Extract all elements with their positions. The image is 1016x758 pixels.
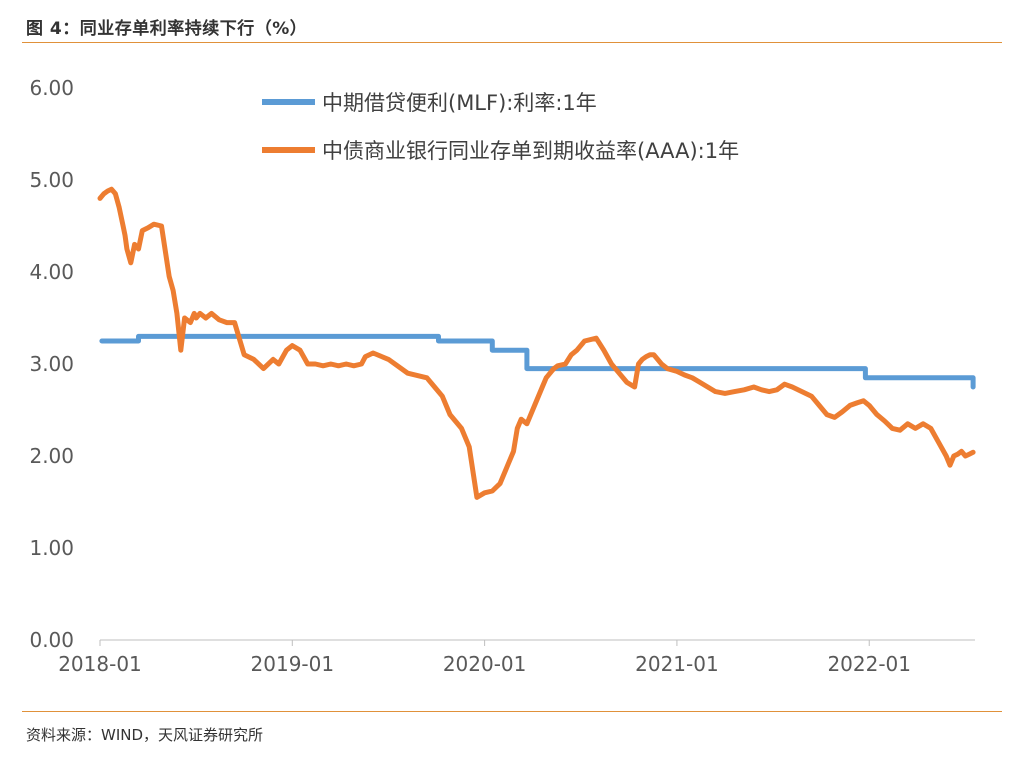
x-tick-label: 2020-01 [443, 652, 527, 676]
y-tick-label: 5.00 [29, 168, 74, 192]
series-line-2 [97, 186, 976, 500]
x-tick-label: 2018-01 [58, 652, 142, 676]
x-tick-label: 2022-01 [827, 652, 911, 676]
chart-series [97, 186, 976, 500]
y-tick-label: 0.00 [29, 628, 74, 652]
legend-label: 中期借贷便利(MLF):利率:1年 [322, 91, 597, 115]
x-tick-label: 2019-01 [251, 652, 335, 676]
y-tick-label: 6.00 [29, 76, 74, 100]
y-tick-label: 2.00 [29, 444, 74, 468]
source-note: 资料来源：WIND，天风证券研究所 [26, 726, 264, 744]
footer-divider [22, 711, 1002, 712]
chart-title: 图 4：同业存单利率持续下行（%） [26, 19, 308, 39]
series-line-1 [99, 333, 976, 390]
legend-label: 中债商业银行同业存单到期收益率(AAA):1年 [322, 139, 739, 163]
y-tick-label: 3.00 [29, 352, 74, 376]
title-bar: 图 4：同业存单利率持续下行（%） [22, 8, 1002, 43]
chart-axes: 0.00 1.00 2.00 3.00 4.00 5.00 6.00 2018-01 2019-… [29, 76, 975, 676]
y-tick-label: 1.00 [29, 536, 74, 560]
y-tick-label: 4.00 [29, 260, 74, 284]
x-tick-label: 2021-01 [635, 652, 719, 676]
